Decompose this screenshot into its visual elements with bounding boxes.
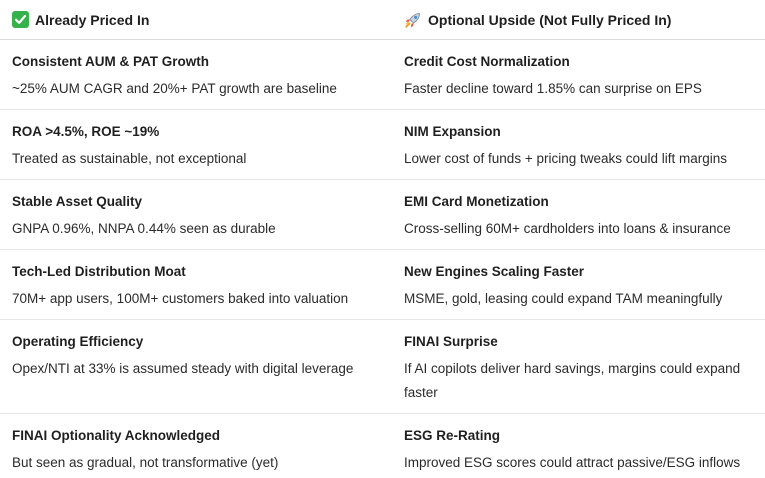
- rocket-icon: [404, 11, 422, 29]
- table-row: Tech-Led Distribution Moat 70M+ app user…: [0, 250, 765, 320]
- row-title: EMI Card Monetization: [404, 194, 549, 209]
- table-row: ROA >4.5%, ROE ~19% Treated as sustainab…: [0, 110, 765, 180]
- header-label: Optional Upside (Not Fully Priced In): [428, 11, 672, 28]
- priced-in-cell: FINAI Optionality Acknowledged But seen …: [0, 414, 392, 478]
- table-row: FINAI Optionality Acknowledged But seen …: [0, 414, 765, 478]
- row-title: FINAI Optionality Acknowledged: [12, 428, 221, 443]
- row-title: New Engines Scaling Faster: [404, 264, 585, 279]
- upside-cell: EMI Card Monetization Cross-selling 60M+…: [392, 180, 765, 249]
- upside-cell: NIM Expansion Lower cost of funds + pric…: [392, 110, 765, 179]
- table-row: Consistent AUM & PAT Growth ~25% AUM CAG…: [0, 40, 765, 110]
- priced-in-cell: Tech-Led Distribution Moat 70M+ app user…: [0, 250, 392, 319]
- check-mark-icon: [12, 11, 29, 28]
- row-description: Cross-selling 60M+ cardholders into loan…: [404, 221, 731, 236]
- row-title: Consistent AUM & PAT Growth: [12, 54, 209, 69]
- upside-cell: Credit Cost Normalization Faster decline…: [392, 40, 765, 109]
- row-title: NIM Expansion: [404, 124, 501, 139]
- table-header-row: Already Priced In Optional Upside (Not F…: [0, 0, 765, 40]
- row-title: Operating Efficiency: [12, 334, 144, 349]
- priced-in-cell: Consistent AUM & PAT Growth ~25% AUM CAG…: [0, 40, 392, 109]
- row-description: But seen as gradual, not transformative …: [12, 455, 279, 470]
- upside-cell: New Engines Scaling Faster MSME, gold, l…: [392, 250, 765, 319]
- header-already-priced-in: Already Priced In: [0, 11, 392, 28]
- row-description: GNPA 0.96%, NNPA 0.44% seen as durable: [12, 221, 276, 236]
- row-description: Lower cost of funds + pricing tweaks cou…: [404, 151, 728, 166]
- row-description: ~25% AUM CAGR and 20%+ PAT growth are ba…: [12, 81, 337, 96]
- upside-cell: ESG Re-Rating Improved ESG scores could …: [392, 414, 765, 478]
- row-title: ROA >4.5%, ROE ~19%: [12, 124, 160, 139]
- row-description: 70M+ app users, 100M+ customers baked in…: [12, 291, 349, 306]
- row-description: If AI copilots deliver hard savings, mar…: [404, 361, 741, 400]
- upside-cell: FINAI Surprise If AI copilots deliver ha…: [392, 320, 765, 413]
- row-title: Tech-Led Distribution Moat: [12, 264, 186, 279]
- row-title: Credit Cost Normalization: [404, 54, 570, 69]
- header-optional-upside: Optional Upside (Not Fully Priced In): [392, 11, 765, 29]
- priced-in-cell: Stable Asset Quality GNPA 0.96%, NNPA 0.…: [0, 180, 392, 249]
- table-row: Operating Efficiency Opex/NTI at 33% is …: [0, 320, 765, 414]
- row-description: MSME, gold, leasing could expand TAM mea…: [404, 291, 723, 306]
- table-row: Stable Asset Quality GNPA 0.96%, NNPA 0.…: [0, 180, 765, 250]
- row-title: Stable Asset Quality: [12, 194, 143, 209]
- header-label: Already Priced In: [35, 11, 150, 28]
- row-description: Improved ESG scores could attract passiv…: [404, 455, 741, 470]
- row-title: ESG Re-Rating: [404, 428, 501, 443]
- priced-in-cell: Operating Efficiency Opex/NTI at 33% is …: [0, 320, 392, 413]
- row-description: Opex/NTI at 33% is assumed steady with d…: [12, 361, 354, 376]
- row-description: Treated as sustainable, not exceptional: [12, 151, 247, 166]
- row-description: Faster decline toward 1.85% can surprise…: [404, 81, 702, 96]
- row-title: FINAI Surprise: [404, 334, 498, 349]
- priced-in-cell: ROA >4.5%, ROE ~19% Treated as sustainab…: [0, 110, 392, 179]
